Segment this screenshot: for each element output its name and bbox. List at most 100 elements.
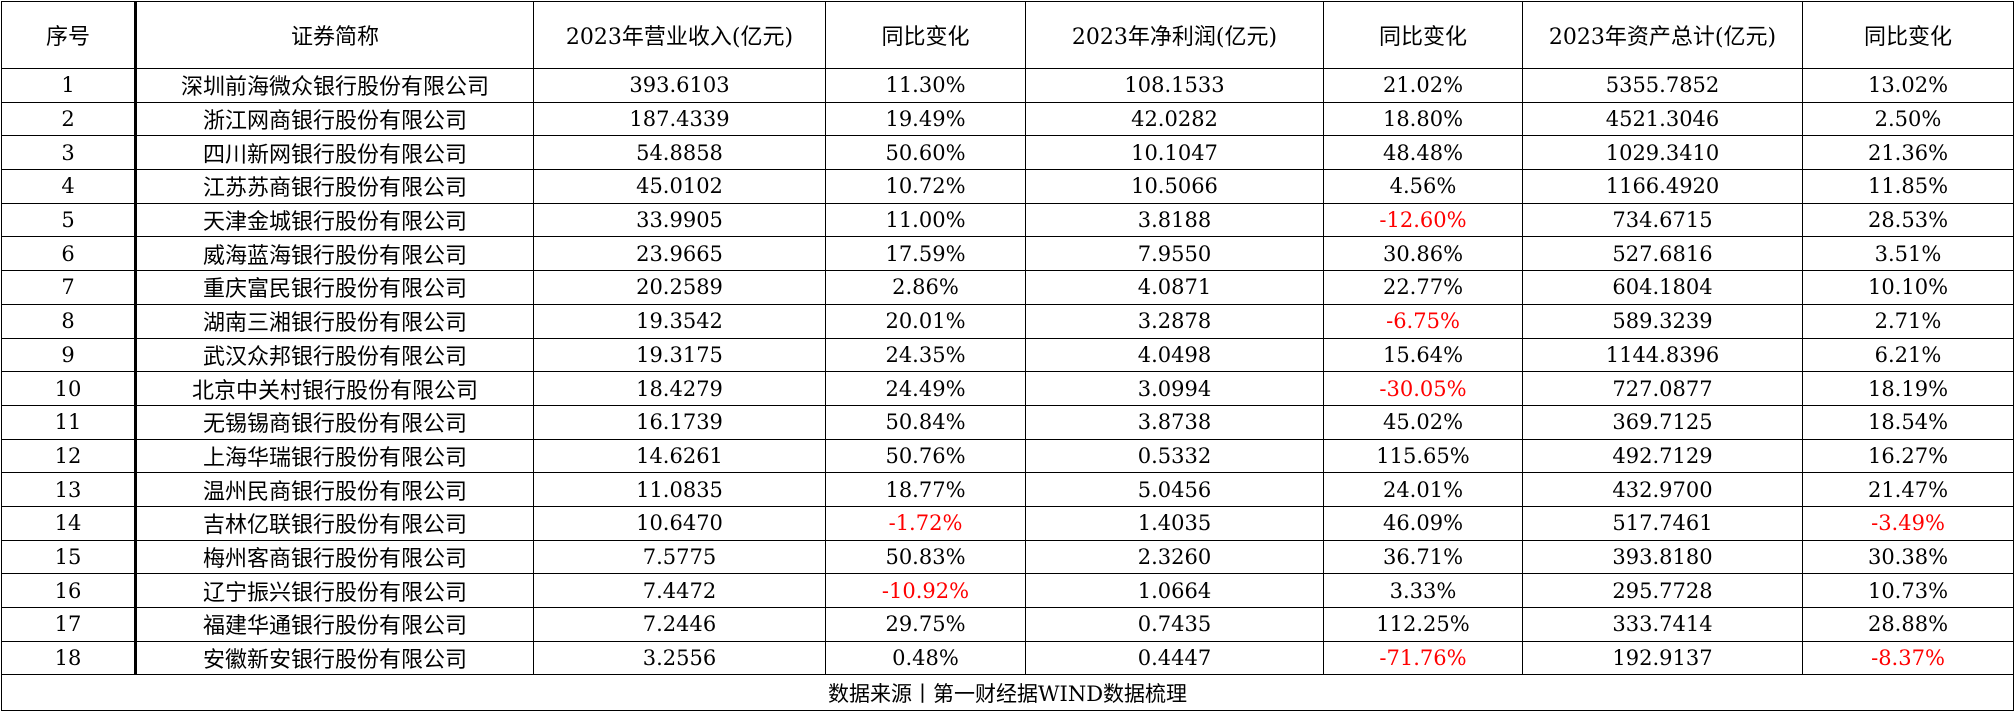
cell-net-profit-yoy: 24.01% bbox=[1323, 472, 1523, 507]
cell-total-assets-yoy: -8.37% bbox=[1802, 640, 2014, 676]
cell-index: 5 bbox=[1, 202, 136, 238]
cell-revenue-yoy: 24.35% bbox=[825, 337, 1026, 373]
cell-net-profit: 1.4035 bbox=[1025, 505, 1324, 541]
table-row: 15 梅州客商银行股份有限公司 7.5775 50.83% 2.3260 36.71% 39… bbox=[1, 539, 2014, 575]
cell-revenue-yoy: 0.48% bbox=[825, 640, 1026, 676]
cell-total-assets: 589.3239 bbox=[1522, 303, 1803, 339]
cell-net-profit: 3.8188 bbox=[1025, 202, 1324, 238]
cell-net-profit-yoy: -12.60% bbox=[1323, 202, 1523, 238]
header-total-assets: 2023年资产总计(亿元) bbox=[1522, 1, 1803, 69]
cell-total-assets-yoy: 30.38% bbox=[1802, 539, 2014, 575]
cell-net-profit-yoy: 22.77% bbox=[1323, 270, 1523, 305]
cell-revenue-yoy: -10.92% bbox=[825, 573, 1026, 608]
source-row: 数据来源丨第一财经据WIND数据梳理 bbox=[1, 674, 2014, 712]
cell-revenue: 19.3542 bbox=[533, 303, 826, 339]
cell-net-profit-yoy: -71.76% bbox=[1323, 640, 1523, 676]
cell-net-profit-yoy: 48.48% bbox=[1323, 135, 1523, 171]
cell-total-assets: 517.7461 bbox=[1522, 505, 1803, 541]
cell-revenue-yoy: 24.49% bbox=[825, 371, 1026, 406]
cell-net-profit-yoy: 30.86% bbox=[1323, 236, 1523, 272]
cell-revenue: 45.0102 bbox=[533, 169, 826, 204]
cell-index: 17 bbox=[1, 607, 136, 642]
header-revenue-yoy: 同比变化 bbox=[825, 1, 1026, 69]
cell-net-profit: 0.5332 bbox=[1025, 438, 1324, 474]
cell-revenue: 3.2556 bbox=[533, 640, 826, 676]
cell-total-assets-yoy: 2.71% bbox=[1802, 303, 2014, 339]
cell-security-name: 武汉众邦银行股份有限公司 bbox=[134, 337, 534, 373]
cell-revenue: 11.0835 bbox=[533, 472, 826, 507]
cell-security-name: 浙江网商银行股份有限公司 bbox=[134, 101, 534, 137]
table-row: 1 深圳前海微众银行股份有限公司 393.6103 11.30% 108.1533 21.… bbox=[1, 68, 2014, 103]
cell-index: 15 bbox=[1, 539, 136, 575]
table-row: 4 江苏苏商银行股份有限公司 45.0102 10.72% 10.5066 4.56% 11… bbox=[1, 169, 2014, 204]
cell-total-assets: 527.6816 bbox=[1522, 236, 1803, 272]
cell-net-profit-yoy: 115.65% bbox=[1323, 438, 1523, 474]
cell-total-assets: 492.7129 bbox=[1522, 438, 1803, 474]
cell-total-assets-yoy: 3.51% bbox=[1802, 236, 2014, 272]
cell-revenue-yoy: 50.84% bbox=[825, 404, 1026, 440]
cell-total-assets: 727.0877 bbox=[1522, 371, 1803, 406]
cell-net-profit: 1.0664 bbox=[1025, 573, 1324, 608]
cell-revenue: 20.2589 bbox=[533, 270, 826, 305]
cell-revenue: 19.3175 bbox=[533, 337, 826, 373]
cell-revenue: 54.8858 bbox=[533, 135, 826, 171]
cell-total-assets: 295.7728 bbox=[1522, 573, 1803, 608]
cell-total-assets-yoy: 21.36% bbox=[1802, 135, 2014, 171]
cell-revenue-yoy: 11.00% bbox=[825, 202, 1026, 238]
cell-security-name: 江苏苏商银行股份有限公司 bbox=[134, 169, 534, 204]
cell-revenue: 23.9665 bbox=[533, 236, 826, 272]
cell-net-profit-yoy: 45.02% bbox=[1323, 404, 1523, 440]
cell-revenue-yoy: 11.30% bbox=[825, 68, 1026, 103]
cell-total-assets-yoy: 10.10% bbox=[1802, 270, 2014, 305]
cell-security-name: 吉林亿联银行股份有限公司 bbox=[134, 505, 534, 541]
header-total-assets-yoy: 同比变化 bbox=[1802, 1, 2014, 69]
cell-revenue: 7.5775 bbox=[533, 539, 826, 575]
cell-total-assets-yoy: 18.54% bbox=[1802, 404, 2014, 440]
cell-net-profit-yoy: 18.80% bbox=[1323, 101, 1523, 137]
cell-revenue-yoy: -1.72% bbox=[825, 505, 1026, 541]
cell-revenue-yoy: 10.72% bbox=[825, 169, 1026, 204]
cell-total-assets-yoy: 13.02% bbox=[1802, 68, 2014, 103]
cell-total-assets-yoy: 10.73% bbox=[1802, 573, 2014, 608]
cell-revenue-yoy: 50.60% bbox=[825, 135, 1026, 171]
cell-index: 14 bbox=[1, 505, 136, 541]
cell-index: 8 bbox=[1, 303, 136, 339]
cell-net-profit: 3.2878 bbox=[1025, 303, 1324, 339]
header-net-profit-yoy: 同比变化 bbox=[1323, 1, 1523, 69]
table-row: 11 无锡锡商银行股份有限公司 16.1739 50.84% 3.8738 45.02% 3… bbox=[1, 404, 2014, 440]
cell-net-profit-yoy: 3.33% bbox=[1323, 573, 1523, 608]
cell-index: 7 bbox=[1, 270, 136, 305]
cell-revenue-yoy: 50.83% bbox=[825, 539, 1026, 575]
table-row: 18 安徽新安银行股份有限公司 3.2556 0.48% 0.4447 -71.76% 19… bbox=[1, 640, 2014, 676]
cell-revenue-yoy: 50.76% bbox=[825, 438, 1026, 474]
table-row: 10 北京中关村银行股份有限公司 18.4279 24.49% 3.0994 -30.05… bbox=[1, 371, 2014, 406]
cell-index: 9 bbox=[1, 337, 136, 373]
table-row: 12 上海华瑞银行股份有限公司 14.6261 50.76% 0.5332 115.65%… bbox=[1, 438, 2014, 474]
cell-net-profit-yoy: 112.25% bbox=[1323, 607, 1523, 642]
cell-total-assets-yoy: 16.27% bbox=[1802, 438, 2014, 474]
cell-total-assets-yoy: 28.53% bbox=[1802, 202, 2014, 238]
cell-security-name: 北京中关村银行股份有限公司 bbox=[134, 371, 534, 406]
cell-total-assets: 4521.3046 bbox=[1522, 101, 1803, 137]
cell-net-profit: 2.3260 bbox=[1025, 539, 1324, 575]
cell-total-assets: 734.6715 bbox=[1522, 202, 1803, 238]
cell-revenue: 16.1739 bbox=[533, 404, 826, 440]
cell-total-assets: 604.1804 bbox=[1522, 270, 1803, 305]
cell-security-name: 湖南三湘银行股份有限公司 bbox=[134, 303, 534, 339]
cell-index: 6 bbox=[1, 236, 136, 272]
cell-revenue: 7.2446 bbox=[533, 607, 826, 642]
data-source-note: 数据来源丨第一财经据WIND数据梳理 bbox=[1, 674, 2014, 712]
table-row: 8 湖南三湘银行股份有限公司 19.3542 20.01% 3.2878 -6.75% 58… bbox=[1, 303, 2014, 339]
cell-security-name: 深圳前海微众银行股份有限公司 bbox=[134, 68, 534, 103]
cell-revenue-yoy: 20.01% bbox=[825, 303, 1026, 339]
cell-net-profit: 7.9550 bbox=[1025, 236, 1324, 272]
cell-security-name: 四川新网银行股份有限公司 bbox=[134, 135, 534, 171]
cell-revenue: 10.6470 bbox=[533, 505, 826, 541]
cell-index: 16 bbox=[1, 573, 136, 608]
cell-total-assets: 192.9137 bbox=[1522, 640, 1803, 676]
table-row: 13 温州民商银行股份有限公司 11.0835 18.77% 5.0456 24.01% 4… bbox=[1, 472, 2014, 507]
table-row: 7 重庆富民银行股份有限公司 20.2589 2.86% 4.0871 22.77% 604… bbox=[1, 270, 2014, 305]
cell-revenue-yoy: 29.75% bbox=[825, 607, 1026, 642]
cell-total-assets-yoy: 6.21% bbox=[1802, 337, 2014, 373]
cell-revenue: 187.4339 bbox=[533, 101, 826, 137]
